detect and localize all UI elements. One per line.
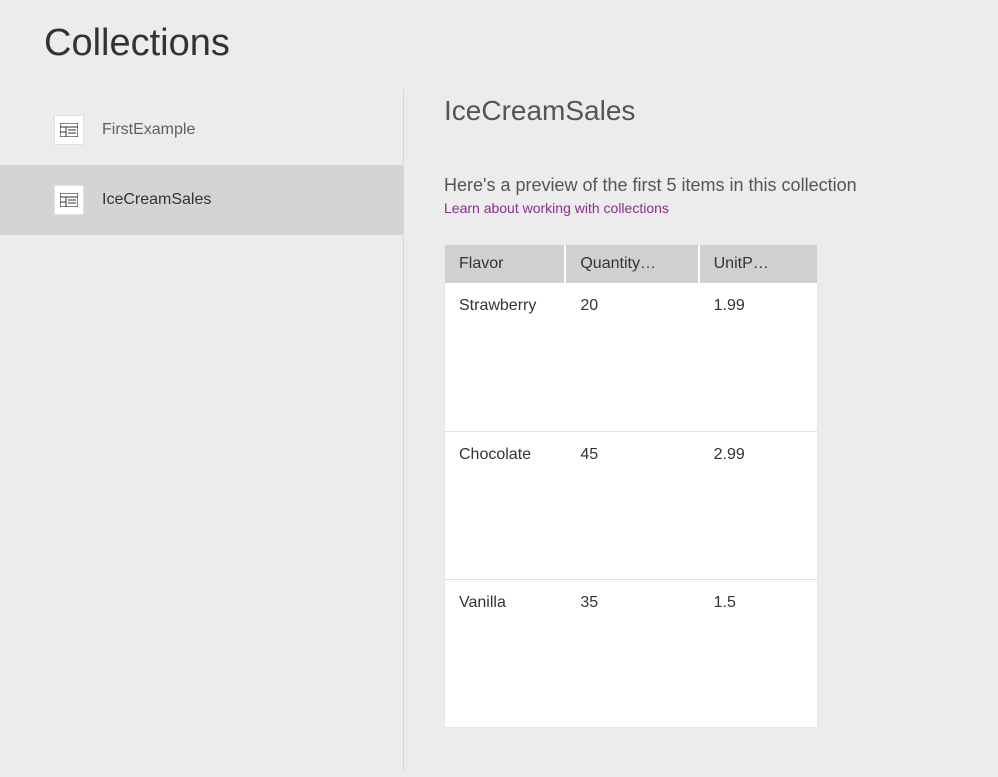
- table-header: Flavor Quantity… UnitP…: [445, 245, 817, 283]
- cell-unitprice: 2.99: [700, 432, 817, 579]
- table-row[interactable]: Vanilla 35 1.5: [445, 579, 817, 727]
- column-header-unitprice[interactable]: UnitP…: [700, 245, 817, 283]
- collection-title: IceCreamSales: [444, 95, 998, 127]
- cell-unitprice: 1.99: [700, 283, 817, 431]
- cell-flavor: Vanilla: [445, 580, 566, 727]
- collection-icon: [54, 185, 84, 215]
- sidebar-item-icecreamsales[interactable]: IceCreamSales: [0, 165, 403, 235]
- sidebar-item-label: IceCreamSales: [102, 191, 211, 209]
- column-header-flavor[interactable]: Flavor: [445, 245, 566, 283]
- collection-icon: [54, 115, 84, 145]
- preview-table: Flavor Quantity… UnitP… Strawberry 20 1.…: [444, 244, 818, 728]
- cell-quantity: 35: [566, 580, 699, 727]
- preview-description: Here's a preview of the first 5 items in…: [444, 175, 998, 196]
- table-row[interactable]: Strawberry 20 1.99: [445, 283, 817, 431]
- body-area: FirstExample IceCreamSales IceCreamSales…: [0, 89, 998, 770]
- page-title: Collections: [0, 0, 998, 89]
- sidebar: FirstExample IceCreamSales: [0, 89, 404, 770]
- column-header-quantity[interactable]: Quantity…: [566, 245, 699, 283]
- cell-quantity: 20: [566, 283, 699, 431]
- cell-flavor: Chocolate: [445, 432, 566, 579]
- sidebar-item-label: FirstExample: [102, 121, 195, 139]
- cell-unitprice: 1.5: [700, 580, 817, 727]
- cell-flavor: Strawberry: [445, 283, 566, 431]
- sidebar-item-firstexample[interactable]: FirstExample: [0, 95, 403, 165]
- learn-collections-link[interactable]: Learn about working with collections: [444, 200, 669, 216]
- table-row[interactable]: Chocolate 45 2.99: [445, 431, 817, 579]
- cell-quantity: 45: [566, 432, 699, 579]
- content-pane: IceCreamSales Here's a preview of the fi…: [404, 89, 998, 770]
- table-body: Strawberry 20 1.99 Chocolate 45 2.99 Van…: [445, 283, 817, 727]
